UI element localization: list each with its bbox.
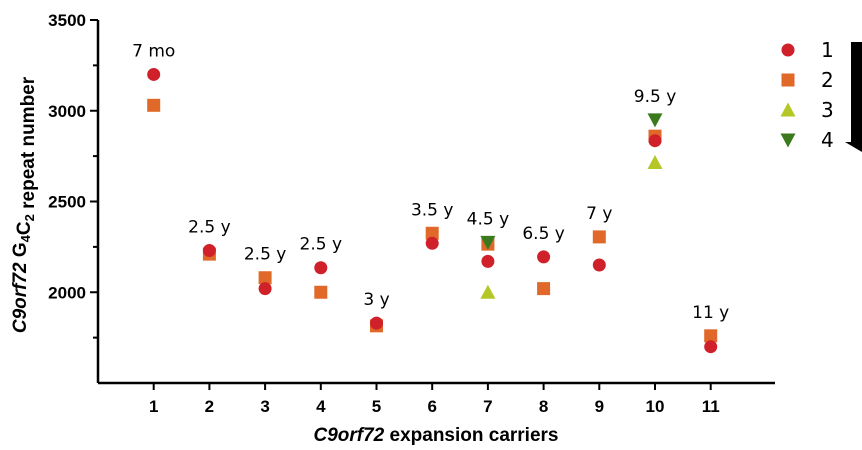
x-tick-label: 7 (483, 397, 492, 416)
data-point-series-1 (147, 68, 160, 81)
data-point-series-1 (259, 282, 272, 295)
arrow-head (845, 142, 862, 152)
age-annotation: 3.5 y (411, 200, 454, 220)
legend-marker-4 (781, 134, 796, 148)
x-tick-label: 8 (539, 397, 548, 416)
age-annotation: 2.5 y (244, 245, 287, 265)
x-tick-label: 9 (595, 397, 604, 416)
x-tick-label: 5 (372, 397, 381, 416)
age-annotation: 6.5 y (522, 224, 565, 244)
age-annotation: 11 y (692, 303, 729, 323)
age-annotation: 7 y (586, 204, 612, 224)
age-annotation: 2.5 y (188, 218, 231, 238)
legend-label-1: 1 (821, 38, 834, 62)
legend: 1 2 3 4 (781, 38, 834, 152)
x-axis-title: C9orf72 expansion carriers (313, 425, 558, 446)
legend-label-2: 2 (821, 68, 834, 92)
legend-marker-2 (782, 74, 795, 87)
x-tick-label: 1 (149, 397, 158, 416)
x-tick-label: 10 (646, 397, 665, 416)
y-axis-title: C9orf72 G4C2 repeat number (10, 76, 39, 333)
x-tick-label: 11 (702, 397, 720, 416)
x-tick-label: 2 (205, 397, 214, 416)
age-annotation: 7 mo (132, 41, 175, 61)
age-annotation: 2.5 y (300, 235, 343, 255)
legend-marker-3 (781, 103, 796, 117)
data-point-series-2 (314, 286, 327, 299)
legend-label-3: 3 (821, 98, 834, 122)
data-point-series-1 (203, 244, 216, 257)
data-point-series-1 (481, 255, 494, 268)
legend-label-4: 4 (821, 128, 834, 152)
data-point-series-1 (314, 261, 327, 274)
x-tick-label: 3 (260, 397, 269, 416)
y-tick-label: 3000 (48, 102, 86, 121)
data-point-series-2 (147, 99, 160, 112)
annotations: 7 mo 2.5 y 2.5 y 2.5 y 3 y 3.5 y 4.5 y 6.5 y 7 y… (132, 41, 729, 322)
x-tick-label: 4 (316, 397, 326, 416)
age-annotation: 9.5 y (634, 87, 677, 107)
data-point-series-3 (648, 155, 663, 169)
x-tick-label: 6 (427, 397, 436, 416)
data-point-series-2 (593, 230, 606, 243)
legend-marker-1 (782, 44, 795, 57)
data-point-series-4 (648, 113, 663, 127)
data-point-series-1 (704, 340, 717, 353)
y-tick-label: 3500 (48, 11, 86, 30)
y-tick-label: 2000 (48, 283, 86, 302)
trend-arrow (845, 42, 862, 152)
age-annotation: 3 y (363, 290, 389, 310)
data-point-series-1 (593, 259, 606, 272)
arrow-shaft (851, 42, 862, 142)
data-point-series-1 (426, 237, 439, 250)
data-point-series-3 (480, 285, 495, 299)
age-annotation: 4.5 y (467, 209, 510, 229)
y-tick-label: 2500 (48, 193, 86, 212)
data-point-series-2 (537, 282, 550, 295)
data-point-series-1 (537, 250, 550, 263)
data-point-series-1 (649, 134, 662, 147)
data-point-series-1 (370, 317, 383, 330)
